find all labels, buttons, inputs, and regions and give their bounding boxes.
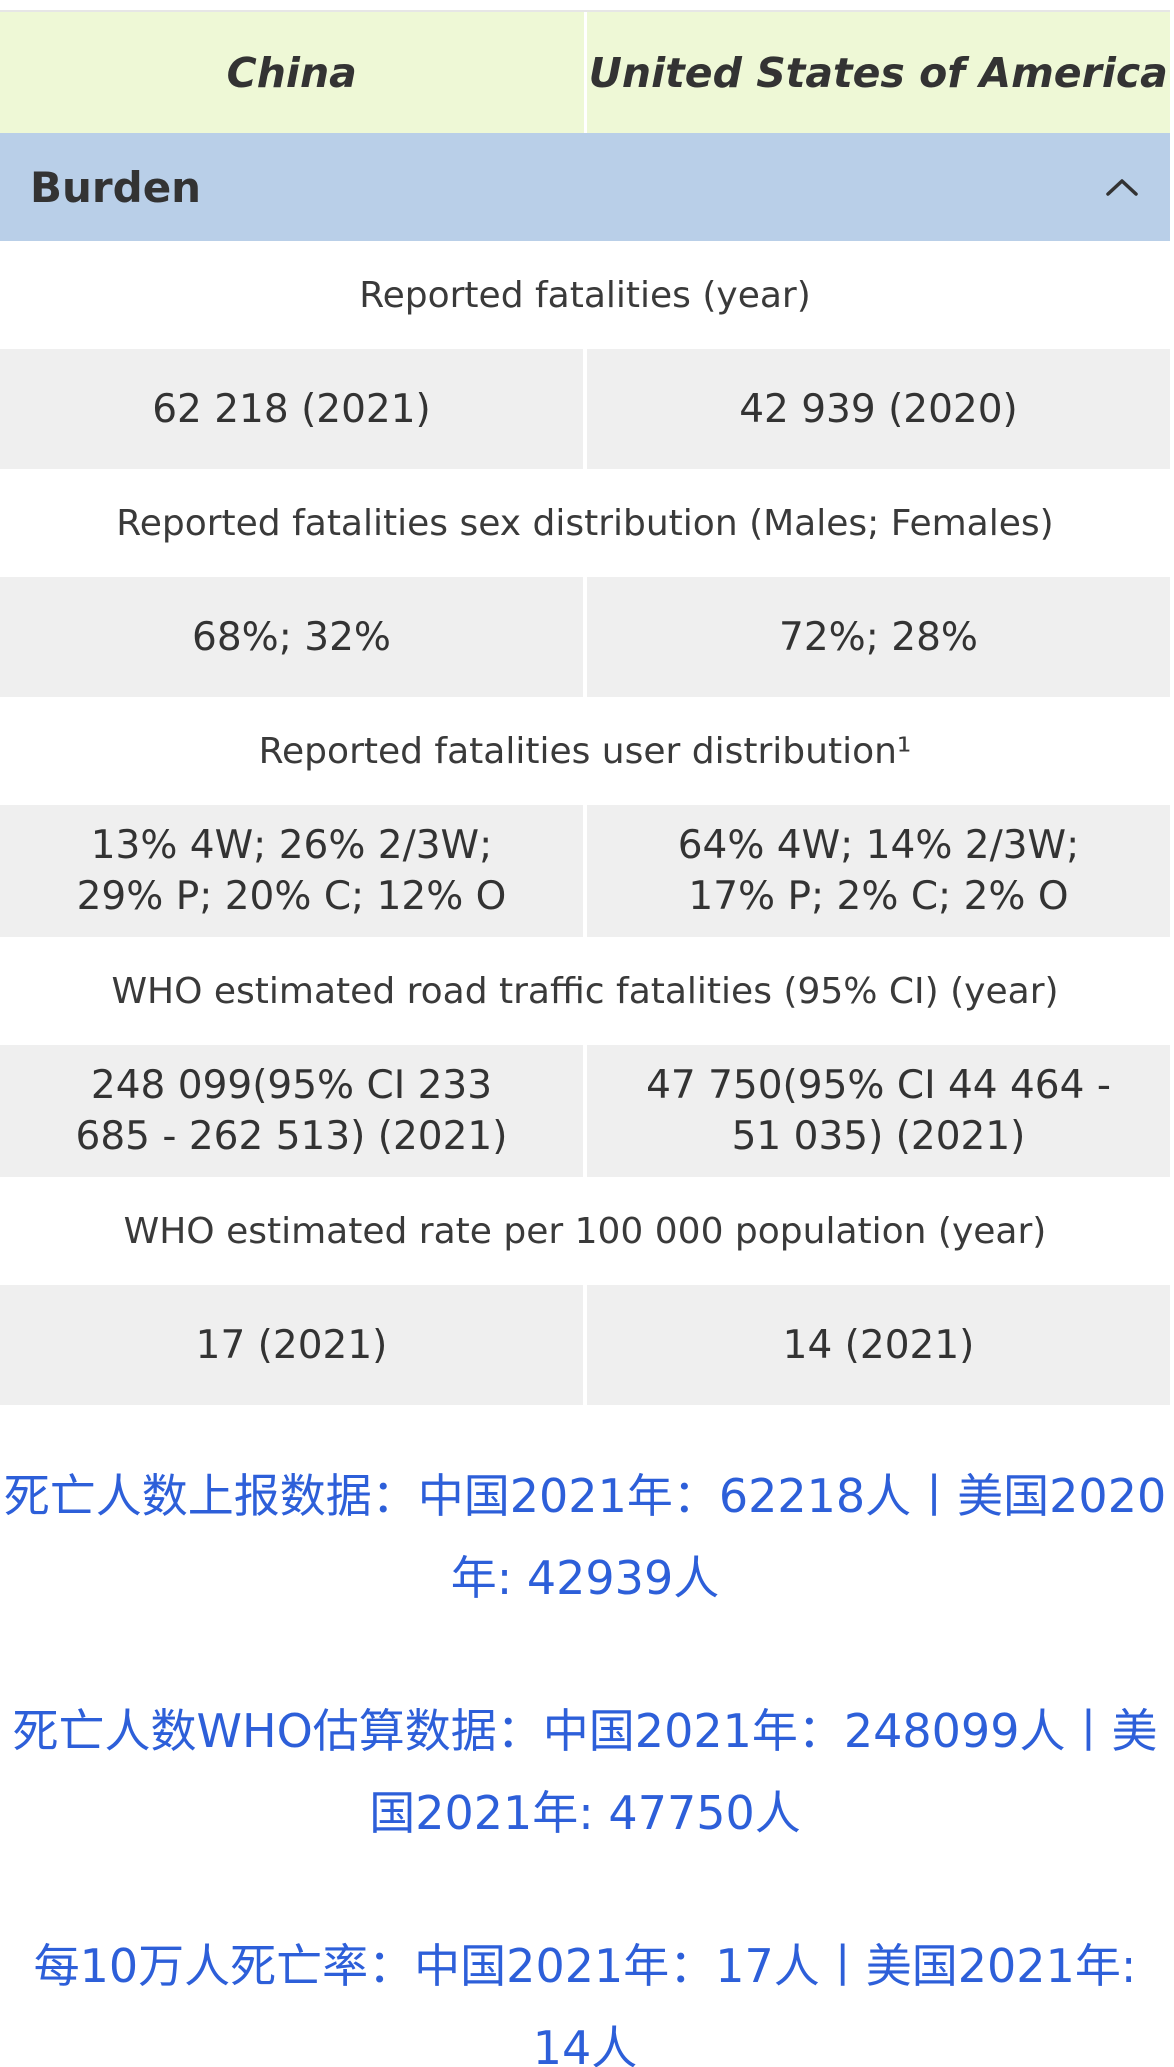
row-label-who-estimated-fatalities: WHO estimated road traffic fatalities (9… [0, 937, 1170, 1045]
cell-china-user-distribution: 13% 4W; 26% 2/3W; 29% P; 20% C; 12% O [0, 805, 587, 937]
row-label-reported-fatalities: Reported fatalities (year) [0, 241, 1170, 349]
cell-china-who-estimated-rate: 17 (2021) [0, 1285, 587, 1405]
table-row: 62 218 (2021) 42 939 (2020) [0, 349, 1170, 469]
header-china: China [0, 12, 587, 133]
summary-rate-per-100k: 每10万人死亡率：中国2021年：17人丨美国2021年: 14人 [33, 1939, 1137, 2067]
table-row: 17 (2021) 14 (2021) [0, 1285, 1170, 1405]
summary-who-estimated-fatalities: 死亡人数WHO估算数据：中国2021年：248099人丨美国2021年: 477… [12, 1704, 1158, 1840]
cell-usa-who-estimated-rate: 14 (2021) [782, 1322, 975, 1368]
comparison-table: China United States of America Burden Re… [0, 12, 1170, 1405]
row-label-who-estimated-rate: WHO estimated rate per 100 000 populatio… [0, 1177, 1170, 1285]
cell-usa-reported-fatalities: 42 939 (2020) [739, 386, 1018, 432]
section-title: Burden [30, 162, 202, 212]
cell-usa-user-distribution: 64% 4W; 14% 2/3W; 17% P; 2% C; 2% O [677, 823, 1080, 919]
cell-usa-who-estimated-fatalities: 47 750(95% CI 44 464 - 51 035) (2021) [646, 1063, 1111, 1159]
cell-china-reported-fatalities: 62 218 (2021) [0, 349, 587, 469]
row-label-sex-distribution: Reported fatalities sex distribution (Ma… [0, 469, 1170, 577]
top-divider [0, 10, 1170, 12]
summary-reported-fatalities: 死亡人数上报数据：中国2021年：62218人丨美国2020年: 42939人 [3, 1469, 1167, 1605]
cell-china-who-estimated-fatalities: 248 099(95% CI 233 685 - 262 513) (2021) [0, 1045, 587, 1177]
table-row: 68%; 32% 72%; 28% [0, 577, 1170, 697]
cell-usa-sex-distribution: 72%; 28% [779, 614, 978, 660]
section-burden-toggle[interactable]: Burden [0, 133, 1170, 241]
table-header-row: China United States of America [0, 12, 1170, 133]
table-row: 248 099(95% CI 233 685 - 262 513) (2021)… [0, 1045, 1170, 1177]
row-label-user-distribution: Reported fatalities user distribution¹ [0, 697, 1170, 805]
table-row: 13% 4W; 26% 2/3W; 29% P; 20% C; 12% O 64… [0, 805, 1170, 937]
cell-china-sex-distribution: 68%; 32% [0, 577, 587, 697]
header-usa: United States of America [588, 48, 1168, 97]
chevron-up-icon[interactable] [1104, 169, 1140, 205]
